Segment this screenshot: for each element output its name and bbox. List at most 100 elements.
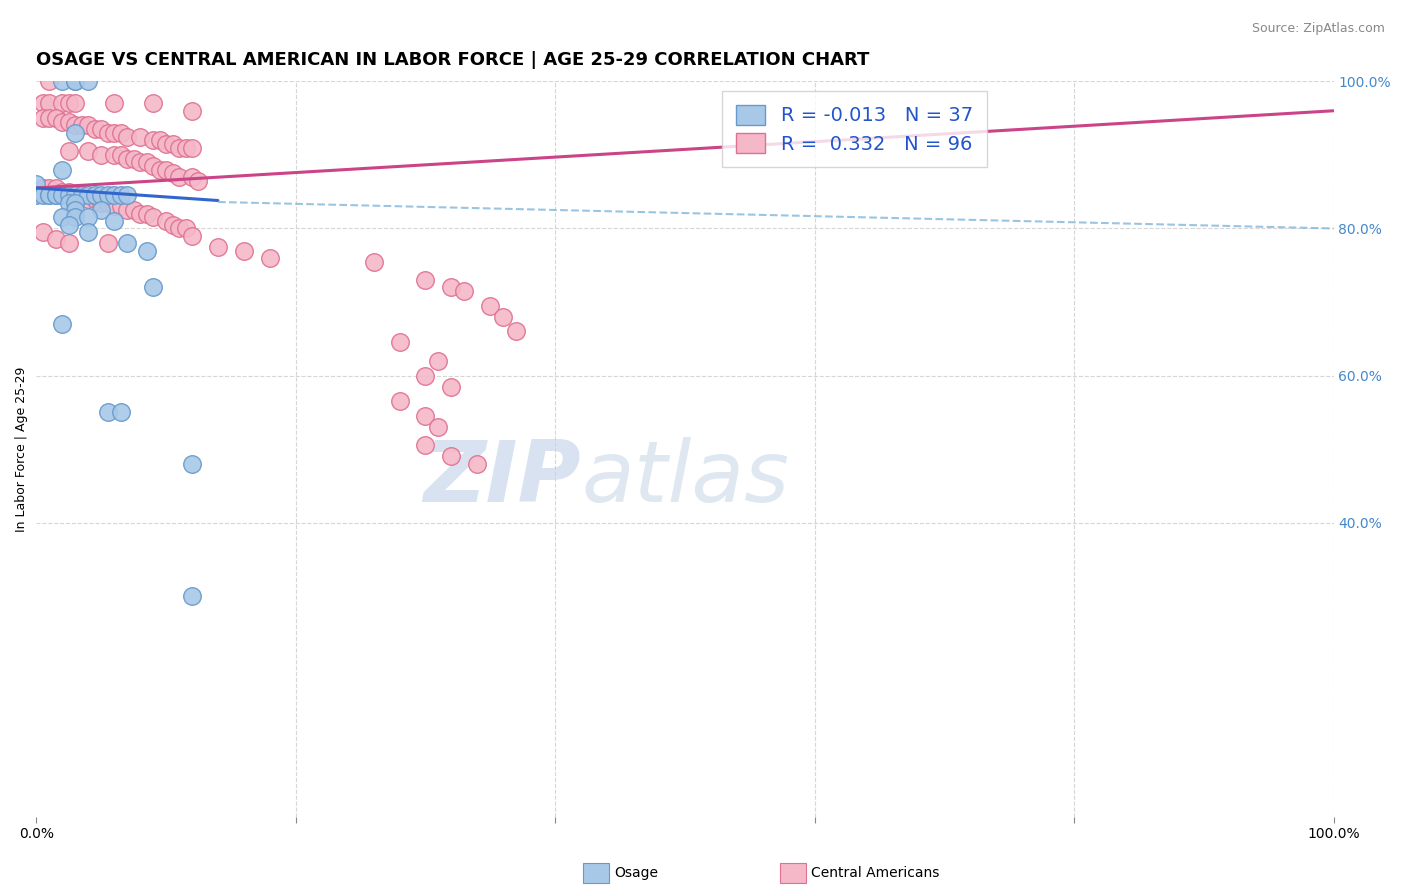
Point (51, 211, 73, 225)
Point (65, 195, 87, 210)
Text: ZIP: ZIP (423, 437, 581, 520)
Point (162, 166, 184, 180)
Point (415, 273, 437, 287)
Point (415, 368, 437, 383)
Point (492, 310, 515, 324)
Point (38, 96, 60, 111)
Point (467, 457, 489, 471)
Point (142, 159, 165, 173)
Point (31, 111, 53, 125)
Point (103, 148, 125, 162)
Point (207, 240, 229, 254)
Point (65, 203, 87, 218)
Point (115, 188, 138, 202)
Point (77, 188, 100, 202)
Point (97, 126, 120, 140)
Point (38, 181, 60, 195)
Point (115, 129, 138, 144)
Point (167, 140, 190, 154)
Text: Source: ZipAtlas.com: Source: ZipAtlas.com (1251, 22, 1385, 36)
Point (90, 122, 112, 136)
Point (51, 96, 73, 111)
Point (45, 111, 67, 125)
Point (103, 188, 125, 202)
Point (167, 221, 190, 235)
Point (167, 169, 190, 184)
Point (155, 136, 177, 151)
Point (155, 162, 177, 177)
Point (31, 181, 53, 195)
Point (110, 199, 132, 213)
Point (115, 236, 138, 251)
Point (51, 74, 73, 88)
Point (97, 188, 120, 202)
Point (388, 394, 411, 409)
Point (25, 178, 48, 192)
Y-axis label: In Labor Force | Age 25-29: In Labor Force | Age 25-29 (15, 367, 28, 532)
Point (45, 188, 67, 202)
Point (70, 188, 93, 202)
Point (97, 195, 120, 210)
Point (103, 214, 125, 228)
Point (90, 203, 112, 218)
Point (142, 96, 165, 111)
Point (51, 185, 73, 199)
Point (142, 211, 165, 225)
Point (58, 195, 80, 210)
Point (479, 299, 502, 313)
Point (187, 174, 209, 188)
Point (58, 145, 80, 159)
Point (77, 145, 100, 159)
Point (65, 119, 87, 133)
Point (58, 96, 80, 111)
Point (83, 188, 105, 202)
Point (83, 192, 105, 206)
Point (148, 133, 170, 147)
Point (110, 126, 132, 140)
Point (38, 111, 60, 125)
Point (65, 96, 87, 111)
Point (77, 74, 100, 88)
Point (31, 96, 53, 111)
Point (110, 405, 132, 419)
Point (181, 140, 204, 154)
Point (129, 155, 152, 169)
Point (65, 74, 87, 88)
Point (162, 136, 184, 151)
Point (51, 115, 73, 129)
Point (103, 199, 125, 213)
Point (58, 115, 80, 129)
Point (31, 188, 53, 202)
Point (129, 207, 152, 221)
Point (65, 188, 87, 202)
Point (427, 354, 450, 368)
Point (90, 188, 112, 202)
Point (135, 207, 157, 221)
Point (25, 188, 48, 202)
Point (97, 405, 120, 419)
Point (38, 188, 60, 202)
Point (103, 126, 125, 140)
Point (122, 152, 145, 166)
Point (90, 195, 112, 210)
Point (45, 232, 67, 246)
Point (162, 218, 184, 232)
Point (110, 148, 132, 162)
Point (427, 420, 450, 434)
Point (51, 188, 73, 202)
Point (415, 409, 437, 423)
Point (440, 450, 463, 464)
Point (103, 96, 125, 111)
Point (135, 244, 157, 258)
Point (181, 589, 204, 603)
Point (181, 169, 204, 184)
Point (415, 438, 437, 452)
Point (38, 188, 60, 202)
Point (115, 203, 138, 218)
Text: atlas: atlas (581, 437, 789, 520)
Text: Central Americans: Central Americans (811, 866, 939, 880)
Point (388, 335, 411, 350)
Point (148, 162, 170, 177)
Point (51, 162, 73, 177)
Legend: R = -0.013   N = 37, R =  0.332   N = 96: R = -0.013 N = 37, R = 0.332 N = 96 (723, 91, 987, 167)
